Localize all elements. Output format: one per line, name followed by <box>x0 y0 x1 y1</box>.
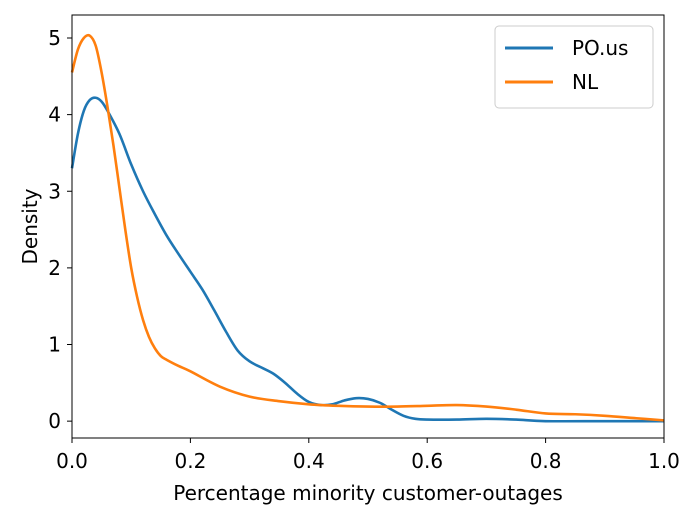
x-tick-label: 0.6 <box>411 449 443 473</box>
y-tick-label: 5 <box>48 26 61 50</box>
y-axis: 0 1 2 3 4 5 <box>48 26 72 433</box>
plot-area <box>70 33 665 423</box>
x-tick-label: 0.4 <box>293 449 325 473</box>
legend-label-nl: NL <box>572 70 599 94</box>
x-axis: 0.0 0.2 0.4 0.6 0.8 1.0 <box>56 438 680 473</box>
x-axis-title: Percentage minority customer-outages <box>173 481 563 505</box>
y-tick-label: 3 <box>48 179 61 203</box>
y-tick-label: 0 <box>48 409 61 433</box>
x-tick-label: 1.0 <box>648 449 680 473</box>
y-axis-title: Density <box>18 188 42 264</box>
series-line-po-us <box>70 96 664 423</box>
x-tick-label: 0.2 <box>174 449 206 473</box>
series-line-nl <box>70 33 665 422</box>
x-tick-label: 0.8 <box>530 449 562 473</box>
y-tick-label: 1 <box>48 333 61 357</box>
y-tick-label: 2 <box>48 256 61 280</box>
x-tick-label: 0.0 <box>56 449 88 473</box>
axes-frame <box>71 14 665 439</box>
legend-label-po-us: PO.us <box>572 36 628 60</box>
legend: PO.us NL <box>494 25 654 109</box>
y-tick-label: 4 <box>48 103 61 127</box>
